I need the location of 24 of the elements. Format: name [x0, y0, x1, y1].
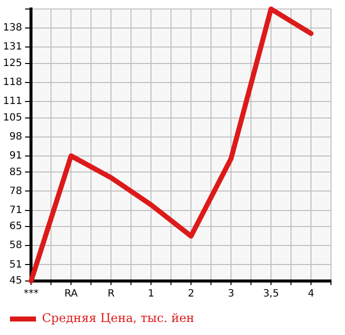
x-tick-label: 1	[148, 288, 154, 300]
y-tick-label: 105	[2, 112, 22, 124]
y-tick-label: 45	[9, 276, 22, 287]
y-tick-label: 58	[9, 240, 22, 252]
y-tick-label: 118	[2, 77, 22, 88]
x-tick-label: RA	[64, 288, 78, 300]
x-tick-label: 3,5	[263, 288, 279, 300]
y-tick-label: 138	[2, 22, 22, 34]
x-tick-label: 3	[228, 288, 234, 300]
x-tick-label: ***	[24, 288, 39, 300]
y-tick-label: 111	[2, 96, 22, 108]
x-tick-label: 4	[308, 288, 314, 300]
y-tick-label: 131	[2, 42, 22, 53]
y-tick-label: 91	[9, 150, 22, 162]
y-tick-label: 65	[9, 221, 22, 232]
y-tick-label: 125	[2, 58, 22, 69]
x-tick-label: R	[108, 288, 115, 300]
y-tick-label: 78	[9, 186, 22, 197]
y-tick-label: 71	[9, 204, 22, 216]
y-tick-label: 98	[9, 131, 22, 142]
y-tick-label: 51	[9, 259, 22, 270]
x-tick-label: 2	[188, 288, 194, 300]
legend-label: Средняя Цена, тыс. йен	[42, 311, 194, 326]
y-tick-label: 85	[9, 166, 22, 178]
